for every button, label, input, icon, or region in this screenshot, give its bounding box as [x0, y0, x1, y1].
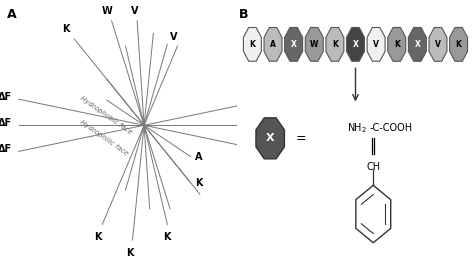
Text: K: K [62, 24, 70, 34]
Polygon shape [305, 27, 323, 61]
Text: K: K [394, 40, 400, 49]
Text: V: V [131, 6, 138, 16]
Polygon shape [429, 27, 447, 61]
Text: ΔF: ΔF [0, 144, 12, 154]
Polygon shape [346, 27, 365, 61]
Text: K: K [195, 178, 203, 188]
Polygon shape [388, 27, 406, 61]
Polygon shape [264, 27, 282, 61]
Text: ΔF: ΔF [0, 118, 12, 128]
Text: K: K [94, 232, 101, 242]
Text: V: V [170, 32, 177, 42]
Text: A: A [7, 8, 17, 21]
Polygon shape [409, 27, 426, 61]
Text: X: X [353, 40, 358, 49]
Polygon shape [367, 27, 385, 61]
Polygon shape [450, 27, 467, 61]
Text: A: A [270, 40, 276, 49]
Text: ΔF: ΔF [0, 92, 12, 102]
Text: CH: CH [366, 162, 380, 172]
Text: X: X [266, 133, 274, 143]
Text: X: X [291, 40, 297, 49]
Text: K: K [127, 248, 134, 258]
Polygon shape [326, 27, 344, 61]
Polygon shape [244, 27, 261, 61]
Text: K: K [332, 40, 338, 49]
Text: A: A [195, 152, 203, 162]
Text: W: W [101, 6, 112, 16]
Text: V: V [373, 40, 379, 49]
Text: K: K [456, 40, 462, 49]
Text: -C-COOH: -C-COOH [370, 123, 413, 133]
Text: NH$_2$: NH$_2$ [347, 121, 367, 135]
Text: Hydrophobic face: Hydrophobic face [79, 95, 133, 135]
Text: Hydrophilic face: Hydrophilic face [79, 120, 129, 157]
Polygon shape [256, 118, 284, 159]
Polygon shape [285, 27, 302, 61]
Text: K: K [164, 232, 171, 242]
Text: =: = [296, 132, 306, 145]
Text: K: K [249, 40, 255, 49]
Text: V: V [435, 40, 441, 49]
Text: B: B [239, 8, 249, 21]
Text: W: W [310, 40, 319, 49]
Text: X: X [414, 40, 420, 49]
